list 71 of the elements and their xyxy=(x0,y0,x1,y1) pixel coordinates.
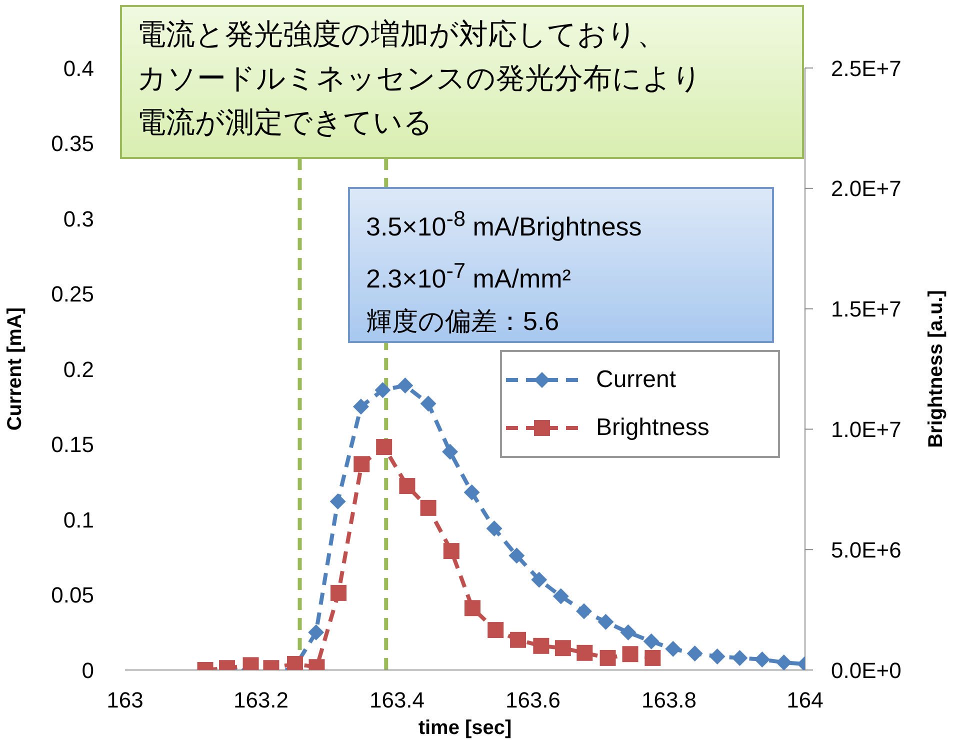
y2-axis-title: Brightness [a.u.] xyxy=(925,290,948,448)
y-tick-label: 0.3 xyxy=(63,206,94,232)
annotation: カソードルミネッセンスの発光分布により xyxy=(137,62,703,97)
point xyxy=(598,614,614,630)
point xyxy=(397,378,414,394)
point xyxy=(464,484,480,500)
x-tick-label: 163 xyxy=(106,688,144,713)
text-box: 電流と発光強度の増加が対応しており、 カソードルミネッセンスの発光分布により 電流が測定できている xyxy=(120,5,804,159)
y-tick-label: 0.35 xyxy=(51,131,94,156)
y-tick-label: 0.25 xyxy=(51,282,94,307)
annotation: 輝度の偏差：5.6 xyxy=(366,305,560,338)
point xyxy=(776,654,792,670)
point xyxy=(420,500,436,516)
point xyxy=(354,456,370,472)
point xyxy=(287,656,303,670)
x-tick-label: 163.6 xyxy=(505,688,561,713)
x-tick-label: 163.8 xyxy=(641,688,697,713)
point xyxy=(533,638,550,654)
y-axis-title: Current [mA] xyxy=(4,307,26,431)
y-tick-label: 0.05 xyxy=(51,582,94,608)
annotation: 2.3×10$^{-7}$ mA/mm² xyxy=(366,256,572,296)
y-tick-label: 0.4 xyxy=(63,56,94,81)
annotation: 電流が測定できている xyxy=(137,106,434,141)
x-tick-label: 163.4 xyxy=(369,688,425,713)
point xyxy=(488,622,504,638)
x-tick-label: 164 xyxy=(786,688,824,713)
point xyxy=(420,396,436,412)
annotation: 3.5×10$^{-8}$ mA/Brightness xyxy=(366,205,643,244)
point xyxy=(308,624,324,640)
point xyxy=(620,624,636,640)
point xyxy=(554,640,571,656)
point xyxy=(754,651,770,668)
point xyxy=(508,548,525,564)
point xyxy=(510,632,526,648)
point xyxy=(600,650,616,666)
point xyxy=(709,648,726,664)
text-box: 3.5×10$^{-8}$ mA/Brightness 2.3×10$^{-7}$ mA/mm² 輝度の偏差：5.6 xyxy=(348,187,774,343)
point xyxy=(399,478,416,494)
point xyxy=(443,543,460,560)
point xyxy=(352,398,369,415)
point xyxy=(665,640,682,657)
point xyxy=(644,650,661,666)
point xyxy=(376,439,392,456)
point xyxy=(486,520,502,537)
y2-tick-label: 1.5E+7 xyxy=(831,296,902,322)
legend-label: Brightness xyxy=(596,414,710,442)
point xyxy=(464,600,480,616)
x-tick-label: 163.2 xyxy=(233,688,289,713)
y2-tick-label: 2.0E+7 xyxy=(831,176,902,202)
y-tick-label: 0.1 xyxy=(63,507,94,532)
y2-tick-label: 2.5E+7 xyxy=(831,56,902,81)
y2-tick-label: 1.0E+7 xyxy=(831,417,902,442)
point xyxy=(442,444,458,460)
point xyxy=(330,584,347,601)
point xyxy=(576,603,592,620)
point xyxy=(622,646,638,662)
point xyxy=(531,572,548,588)
legend-label: Current xyxy=(596,366,676,394)
point xyxy=(552,588,569,604)
y-tick-label: 0.15 xyxy=(51,432,94,458)
y-tick-label: 0 xyxy=(82,658,94,683)
y2-tick-label: 5.0E+6 xyxy=(831,537,902,562)
point xyxy=(732,650,748,666)
point xyxy=(374,382,391,398)
point xyxy=(686,645,703,662)
x-axis-title: time [sec] xyxy=(418,717,512,739)
point xyxy=(643,633,660,650)
y2-tick-label: 0.0E+0 xyxy=(831,658,902,683)
point xyxy=(576,644,593,661)
y-tick-label: 0.2 xyxy=(63,356,94,382)
point xyxy=(330,493,346,510)
